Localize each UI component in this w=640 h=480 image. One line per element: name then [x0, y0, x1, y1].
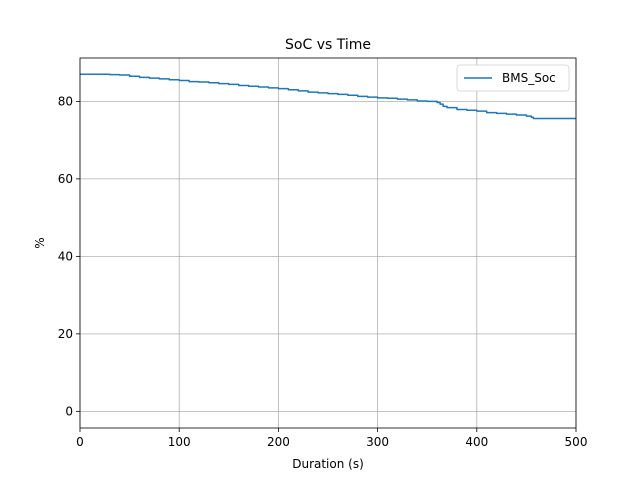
x-tick-label: 300 — [366, 435, 389, 449]
y-tick-label: 60 — [58, 172, 73, 186]
plot-frame — [79, 57, 577, 429]
y-axis-label: % — [33, 237, 47, 248]
x-tick-label: 100 — [168, 435, 191, 449]
series-line-0 — [80, 73, 576, 120]
legend-label: BMS_Soc — [502, 71, 556, 85]
y-tick-label: 40 — [58, 249, 73, 263]
y-tick-label: 20 — [58, 327, 73, 341]
x-axis-label: Duration (s) — [292, 457, 364, 471]
x-tick-label: 200 — [267, 435, 290, 449]
x-tick-label: 500 — [565, 435, 588, 449]
x-axis: 0 100 200 300 400 500 — [76, 428, 587, 449]
x-tick-label: 400 — [465, 435, 488, 449]
series-layer — [80, 73, 576, 120]
x-tick-label: 0 — [76, 435, 84, 449]
plot-area — [80, 58, 576, 428]
legend-box — [456, 64, 570, 92]
y-tick-label: 80 — [58, 94, 73, 108]
chart-title: SoC vs Time — [285, 37, 371, 53]
y-tick-label: 0 — [65, 404, 73, 418]
y-axis: 0 20 40 60 80 — [58, 94, 80, 418]
legend: BMS_Soc — [456, 64, 570, 92]
